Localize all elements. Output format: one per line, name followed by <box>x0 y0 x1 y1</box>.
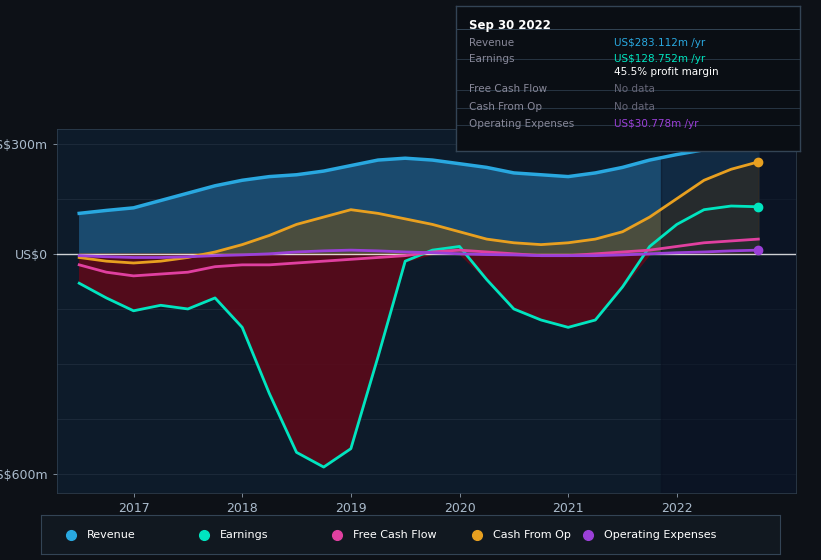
Text: US$283.112m /yr: US$283.112m /yr <box>614 38 705 48</box>
Text: Operating Expenses: Operating Expenses <box>604 530 717 540</box>
Text: Sep 30 2022: Sep 30 2022 <box>470 18 552 32</box>
Text: US$128.752m /yr: US$128.752m /yr <box>614 54 705 64</box>
Text: Cash From Op: Cash From Op <box>493 530 571 540</box>
Bar <box>661 129 802 493</box>
Text: Cash From Op: Cash From Op <box>470 102 543 111</box>
Text: Revenue: Revenue <box>470 38 515 48</box>
Text: US$30.778m /yr: US$30.778m /yr <box>614 119 699 129</box>
Text: No data: No data <box>614 102 655 111</box>
Text: Operating Expenses: Operating Expenses <box>470 119 575 129</box>
Text: No data: No data <box>614 84 655 94</box>
Text: Earnings: Earnings <box>470 54 515 64</box>
Text: Free Cash Flow: Free Cash Flow <box>470 84 548 94</box>
Text: Revenue: Revenue <box>87 530 135 540</box>
Text: Earnings: Earnings <box>220 530 268 540</box>
Text: 45.5% profit margin: 45.5% profit margin <box>614 67 719 77</box>
Text: Free Cash Flow: Free Cash Flow <box>353 530 437 540</box>
